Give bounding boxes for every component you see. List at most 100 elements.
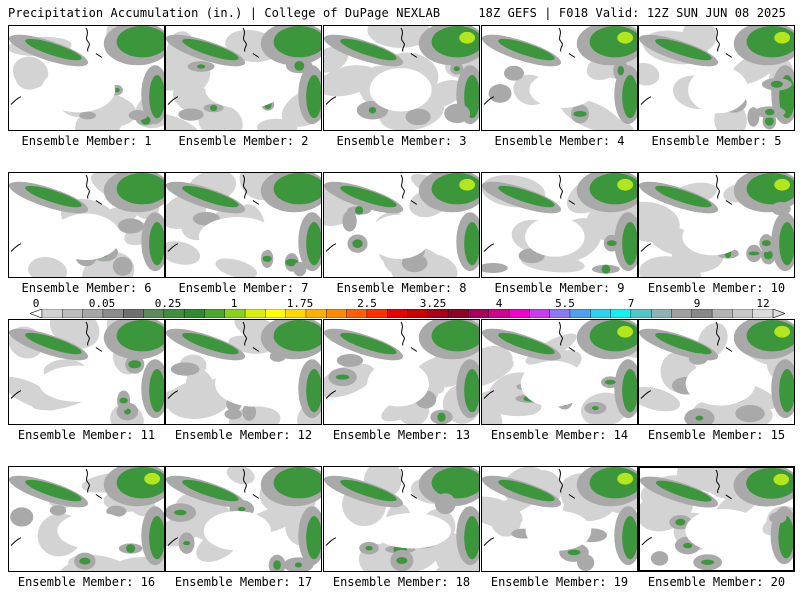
ensemble-member-map-4[interactable] [481, 25, 638, 131]
precipitation-map [166, 320, 321, 424]
colorbar-tick-label: 1.75 [286, 297, 314, 310]
ensemble-member-map-5[interactable] [638, 25, 795, 131]
ensemble-member-label: Ensemble Member: 14 [490, 428, 629, 442]
ensemble-member-label: Ensemble Member: 7 [178, 281, 309, 295]
ensemble-member-label: Ensemble Member: 16 [17, 575, 156, 589]
ensemble-member-map-1[interactable] [8, 25, 165, 131]
ensemble-member-map-17[interactable] [165, 466, 322, 572]
colorbar-swatch [123, 309, 145, 318]
colorbar-swatch [407, 309, 429, 318]
colorbar-swatch [590, 309, 612, 318]
ensemble-member-label: Ensemble Member: 11 [17, 428, 156, 442]
ensemble-member-label: Ensemble Member: 9 [494, 281, 625, 295]
ensemble-member-map-3[interactable] [323, 25, 480, 131]
colorbar-swatch [610, 309, 632, 318]
precipitation-map [324, 467, 479, 571]
precipitation-map [166, 26, 321, 130]
ensemble-member-label: Ensemble Member: 10 [647, 281, 786, 295]
colorbar-swatch [204, 309, 226, 318]
ensemble-member-label: Ensemble Member: 19 [490, 575, 629, 589]
colorbar-tick-label: 7 [627, 297, 635, 310]
colorbar-tick-label: 3.25 [419, 297, 447, 310]
ensemble-member-map-15[interactable] [638, 319, 795, 425]
ensemble-member-map-13[interactable] [323, 319, 480, 425]
ensemble-member-map-8[interactable] [323, 172, 480, 278]
ensemble-member-label: Ensemble Member: 8 [336, 281, 467, 295]
precipitation-map [9, 320, 164, 424]
precipitation-map [166, 467, 321, 571]
ensemble-member-label: Ensemble Member: 3 [336, 134, 467, 148]
colorbar-tick-label: 0 [32, 297, 40, 310]
colorbar-swatch [244, 309, 266, 318]
ensemble-member-map-7[interactable] [165, 172, 322, 278]
ensemble-member-map-20[interactable] [638, 466, 795, 572]
ensemble-member-map-11[interactable] [8, 319, 165, 425]
colorbar-swatch [447, 309, 469, 318]
precipitation-map [482, 26, 637, 130]
ensemble-member-map-6[interactable] [8, 172, 165, 278]
ensemble-member-label: Ensemble Member: 13 [332, 428, 471, 442]
colorbar-tick-label: 9 [693, 297, 701, 310]
colorbar-tick-label: 5.5 [555, 297, 575, 310]
colorbar-swatch [630, 309, 652, 318]
colorbar-max-arrow [772, 309, 785, 318]
colorbar-swatch [569, 309, 591, 318]
precipitation-map [9, 26, 164, 130]
precipitation-map [640, 468, 793, 570]
colorbar-swatch [346, 309, 368, 318]
ensemble-member-map-9[interactable] [481, 172, 638, 278]
colorbar-swatch [488, 309, 510, 318]
ensemble-member-map-16[interactable] [8, 466, 165, 572]
colorbar-swatch [183, 309, 205, 318]
colorbar-swatch [427, 309, 449, 318]
colorbar-swatch [102, 309, 124, 318]
precipitation-map [639, 173, 794, 277]
ensemble-member-label: Ensemble Member: 17 [174, 575, 313, 589]
ensemble-member-label: Ensemble Member: 2 [178, 134, 309, 148]
colorbar-swatch [163, 309, 185, 318]
precipitation-colorbar [30, 309, 785, 318]
colorbar-swatch [62, 309, 84, 318]
ensemble-member-label: Ensemble Member: 5 [651, 134, 782, 148]
colorbar-swatch [468, 309, 490, 318]
colorbar-tick-label: 4 [495, 297, 503, 310]
precipitation-map [482, 320, 637, 424]
ensemble-member-label: Ensemble Member: 18 [332, 575, 471, 589]
colorbar-swatch [671, 309, 693, 318]
colorbar-min-arrow [30, 309, 43, 318]
colorbar-swatch [508, 309, 530, 318]
colorbar-swatch [366, 309, 388, 318]
colorbar-tick-label: 2.5 [357, 297, 377, 310]
precipitation-map [639, 26, 794, 130]
ensemble-member-label: Ensemble Member: 4 [494, 134, 625, 148]
page-title: Precipitation Accumulation (in.) | Colle… [8, 6, 441, 20]
precipitation-map [9, 467, 164, 571]
ensemble-member-map-19[interactable] [481, 466, 638, 572]
model-run-info: 18Z GEFS | F018 Valid: 12Z SUN JUN 08 20… [478, 6, 786, 20]
ensemble-member-label: Ensemble Member: 12 [174, 428, 313, 442]
colorbar-swatch [549, 309, 571, 318]
ensemble-member-map-12[interactable] [165, 319, 322, 425]
precipitation-map [166, 173, 321, 277]
ensemble-member-label: Ensemble Member: 20 [647, 575, 786, 589]
colorbar-swatch [650, 309, 672, 318]
precipitation-map [639, 320, 794, 424]
colorbar-swatch [529, 309, 551, 318]
precipitation-map [324, 173, 479, 277]
precipitation-map [324, 320, 479, 424]
ensemble-member-map-14[interactable] [481, 319, 638, 425]
colorbar-swatch [386, 309, 409, 318]
colorbar-swatch [305, 309, 327, 318]
ensemble-member-map-18[interactable] [323, 466, 480, 572]
colorbar-tick-label: 1 [230, 297, 238, 310]
colorbar-swatch [82, 309, 104, 318]
colorbar-swatch [285, 309, 307, 318]
ensemble-member-map-10[interactable] [638, 172, 795, 278]
colorbar-graphic [30, 309, 785, 318]
precipitation-map [324, 26, 479, 130]
colorbar-swatch [732, 309, 754, 318]
colorbar-swatch [326, 309, 348, 318]
ensemble-member-map-2[interactable] [165, 25, 322, 131]
colorbar-swatch [711, 309, 733, 318]
ensemble-member-label: Ensemble Member: 15 [647, 428, 786, 442]
